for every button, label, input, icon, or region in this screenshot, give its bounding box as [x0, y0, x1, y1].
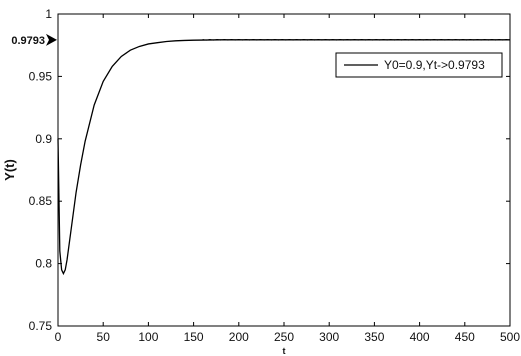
annotation-label: 0.9793	[11, 35, 45, 47]
legend-entry: Y0=0.9,Yt->0.9793	[384, 58, 485, 72]
x-tick-label: 350	[364, 330, 384, 344]
x-tick-label: 150	[184, 330, 204, 344]
annotation-arrow	[46, 33, 57, 46]
y-tick-label: 0.9	[35, 132, 52, 146]
x-tick-label: 300	[319, 330, 339, 344]
plot-layer	[57, 38, 511, 276]
x-tick-label: 450	[455, 330, 475, 344]
x-tick-label: 500	[500, 330, 520, 344]
series-ripple	[202, 38, 511, 41]
x-tick-label: 200	[229, 330, 249, 344]
x-axis-label: t	[283, 346, 286, 356]
ticks-layer: 0 50 100 150 200 250 300 350 400 450 500 0.75 0.8 0.8…	[29, 7, 521, 344]
y-tick-label: 1	[45, 7, 52, 21]
y-tick-label: 0.85	[29, 194, 53, 208]
y-axis-label: Y(t)	[2, 159, 17, 181]
x-tick-label: 250	[274, 330, 294, 344]
x-tick-label: 100	[138, 330, 158, 344]
value-annotation: 0.9793	[11, 33, 57, 47]
x-tick-label: 400	[410, 330, 430, 344]
x-tick-label: 0	[55, 330, 62, 344]
y-tick-label: 0.95	[29, 69, 53, 83]
x-tick-label: 50	[97, 330, 111, 344]
series-line	[57, 39, 510, 276]
y-tick-label: 0.75	[29, 319, 53, 333]
y-tick-label: 0.8	[35, 257, 52, 271]
legend: Y0=0.9,Yt->0.9793	[335, 52, 503, 78]
